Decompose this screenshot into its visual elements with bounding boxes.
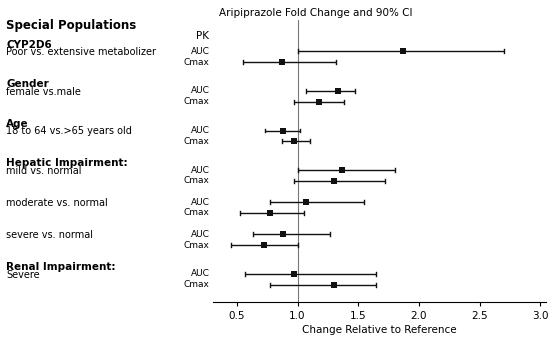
- Text: Poor vs. extensive metabolizer: Poor vs. extensive metabolizer: [7, 47, 156, 57]
- Text: Cmax: Cmax: [183, 208, 209, 217]
- Text: mild vs. normal: mild vs. normal: [7, 166, 82, 176]
- Text: Renal Impairment:: Renal Impairment:: [7, 262, 116, 272]
- Text: moderate vs. normal: moderate vs. normal: [7, 198, 108, 208]
- Text: Severe: Severe: [7, 270, 40, 280]
- Text: Cmax: Cmax: [183, 97, 209, 106]
- Text: AUC: AUC: [190, 230, 209, 239]
- Text: AUC: AUC: [190, 47, 209, 56]
- Text: AUC: AUC: [190, 166, 209, 175]
- Text: Cmax: Cmax: [183, 280, 209, 289]
- Text: Cmax: Cmax: [183, 58, 209, 66]
- Text: 18 to 64 vs.>65 years old: 18 to 64 vs.>65 years old: [7, 126, 132, 136]
- Text: Cmax: Cmax: [183, 176, 209, 185]
- Text: PK: PK: [197, 32, 209, 41]
- Text: Cmax: Cmax: [183, 240, 209, 250]
- X-axis label: Change Relative to Reference: Change Relative to Reference: [302, 325, 457, 335]
- Text: Hepatic Impairment:: Hepatic Impairment:: [7, 158, 128, 168]
- Text: female vs.male: female vs.male: [7, 87, 81, 97]
- Text: severe vs. normal: severe vs. normal: [7, 230, 93, 240]
- Text: AUC: AUC: [190, 126, 209, 135]
- Text: CYP2D6: CYP2D6: [7, 40, 52, 49]
- Text: Special Populations: Special Populations: [7, 19, 137, 32]
- Text: AUC: AUC: [190, 270, 209, 278]
- Text: AUC: AUC: [190, 86, 209, 96]
- Text: Aripiprazole Fold Change and 90% CI: Aripiprazole Fold Change and 90% CI: [219, 7, 413, 18]
- Text: AUC: AUC: [190, 198, 209, 207]
- Text: Gender: Gender: [7, 79, 49, 89]
- Text: Age: Age: [7, 119, 29, 129]
- Text: Cmax: Cmax: [183, 137, 209, 146]
